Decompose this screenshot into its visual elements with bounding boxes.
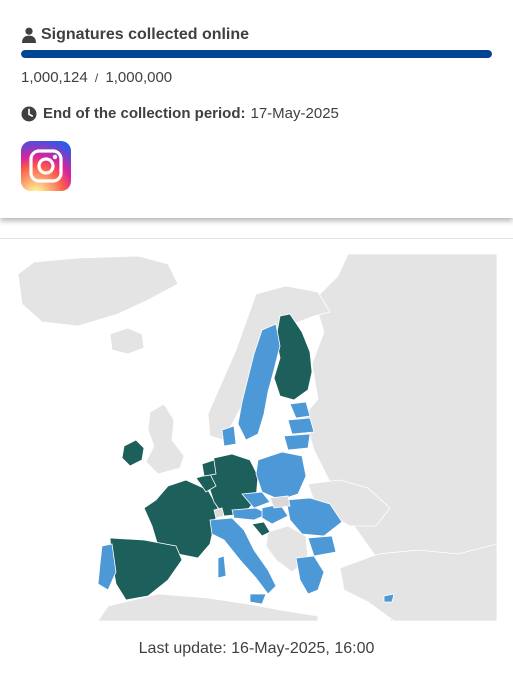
sweden-region <box>237 323 281 441</box>
person-icon <box>22 27 36 43</box>
austria-region <box>231 507 269 521</box>
signature-progress-fill <box>21 50 492 58</box>
cyprus-region <box>383 593 395 603</box>
slovakia-region <box>269 495 291 509</box>
sardinia-region <box>217 555 227 579</box>
signatures-header: Signatures collected online <box>21 26 249 44</box>
signatures-collected: 1,000,124 <box>21 69 88 86</box>
count-separator: / <box>94 71 99 85</box>
section-divider <box>0 238 513 239</box>
last-update: Last update: 16-May-2025, 16:00 <box>138 640 375 657</box>
spain-region <box>109 537 183 601</box>
period-date: 17-May-2025 <box>250 105 339 122</box>
turkey-region <box>339 543 497 621</box>
portugal-region <box>97 543 117 591</box>
britain-region <box>145 403 185 475</box>
bulgaria-region <box>307 535 337 557</box>
germany-region <box>207 453 259 517</box>
signature-progress-bar <box>21 50 492 58</box>
signature-counts: 1,000,124 / 1,000,000 <box>21 69 172 86</box>
signatures-goal: 1,000,000 <box>105 69 173 86</box>
greenland-region <box>18 255 179 327</box>
lithuania-region <box>283 433 311 451</box>
denmark-region <box>221 425 237 447</box>
romania-region <box>285 497 343 537</box>
italy-region <box>209 517 277 595</box>
signature-card: Signatures collected online 1,000,124 / … <box>0 0 513 218</box>
period-label: End of the collection period: <box>43 105 246 122</box>
instagram-icon <box>29 149 63 183</box>
sicily-region <box>249 593 267 605</box>
signatures-title: Signatures collected online <box>41 26 250 43</box>
clock-icon <box>21 106 37 121</box>
czechia-region <box>241 491 271 509</box>
ireland-region <box>121 439 145 467</box>
finland-region <box>273 313 313 401</box>
map-svg <box>18 254 497 621</box>
estonia-region <box>289 401 311 419</box>
luxembourg-region <box>213 507 225 519</box>
north-africa-region <box>97 593 319 621</box>
netherlands-region <box>201 459 217 477</box>
europe-map <box>18 254 497 621</box>
iceland-region <box>109 327 145 355</box>
collection-period: End of the collection period: 17-May-202… <box>21 105 339 122</box>
instagram-link[interactable] <box>21 141 71 191</box>
greece-region <box>295 555 325 595</box>
croatia-region <box>251 521 271 537</box>
latvia-region <box>287 417 315 435</box>
poland-region <box>255 451 307 501</box>
